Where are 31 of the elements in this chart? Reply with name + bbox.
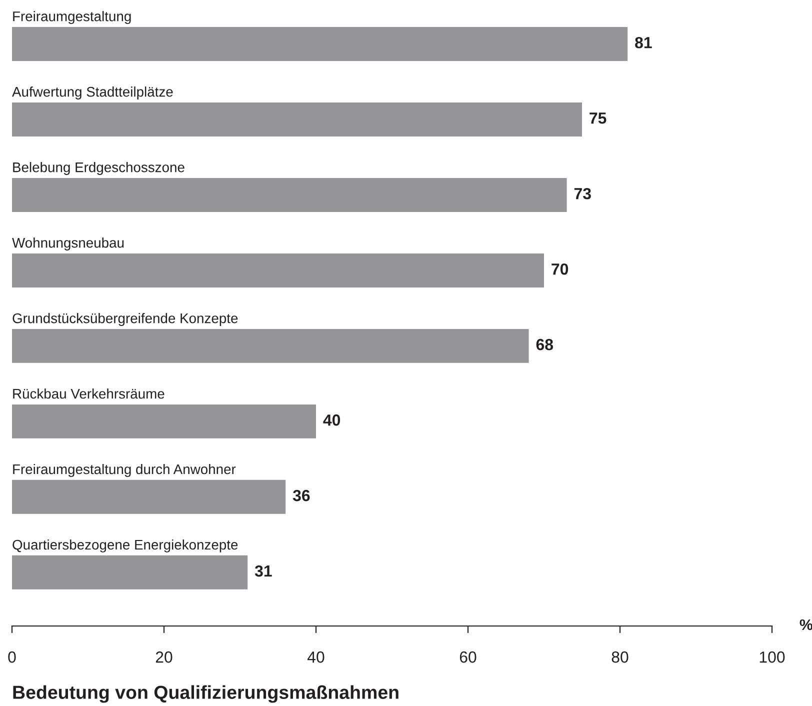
data-label: 75 xyxy=(590,112,606,124)
y-tick-label: Belebung Erdgeschosszone xyxy=(13,162,184,175)
data-label: 31 xyxy=(254,565,272,577)
bar xyxy=(12,102,582,136)
x-tick-label: 40 xyxy=(307,651,324,663)
data-label: 36 xyxy=(292,490,310,502)
bar xyxy=(12,555,248,590)
bar xyxy=(12,178,567,212)
data-label: 68 xyxy=(536,338,554,350)
y-tick-label: Quartiersbezogene Energiekonzepte xyxy=(12,539,238,552)
y-tick-label: Freiraumgestaltung durch Anwohner xyxy=(13,464,236,477)
data-label: 73 xyxy=(574,188,591,200)
x-tick-label: 60 xyxy=(460,651,476,663)
y-tick-label: Freiraumgestaltung xyxy=(13,11,131,24)
bar xyxy=(12,404,316,438)
x-tick-label: 0 xyxy=(8,651,16,663)
data-label: 81 xyxy=(635,36,652,48)
y-tick-label: Rückbau Verkehrsräume xyxy=(13,388,164,399)
text: Bedeutung von Qualifizierungsmaßnahmen xyxy=(13,685,398,703)
data-label: 40 xyxy=(323,414,340,426)
x-tick-label: 100 xyxy=(760,651,785,663)
y-tick-label: Grundstücksübergreifende Konzepte xyxy=(12,313,238,326)
y-tick-label: Aufwertung Stadtteilplätze xyxy=(12,86,173,100)
y-tick-label: Wohnungsneubau xyxy=(12,238,124,250)
x-tick-label: 80 xyxy=(612,651,628,663)
x-tick-label: 20 xyxy=(156,651,172,663)
data-label: 70 xyxy=(552,263,568,275)
bar xyxy=(12,480,286,514)
bar xyxy=(12,27,628,61)
bar xyxy=(12,328,529,363)
bar xyxy=(12,253,544,288)
